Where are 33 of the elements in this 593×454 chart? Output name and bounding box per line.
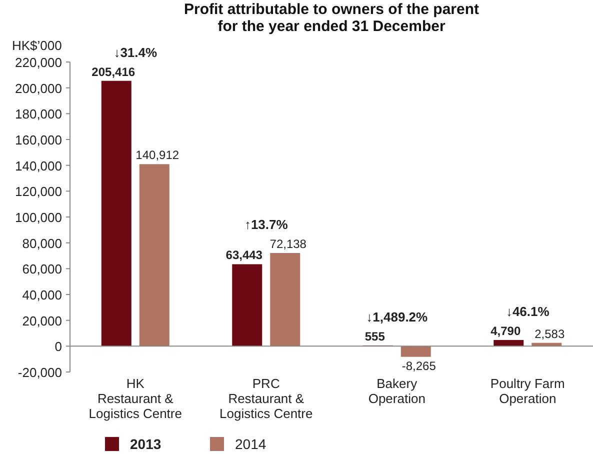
y-tick-label: 60,000 — [22, 262, 62, 277]
x-tick-label: PRC Restaurant & Logistics Centre — [220, 376, 313, 421]
data-label: 205,416 — [92, 64, 136, 79]
y-axis-title: HK$’000 — [12, 38, 62, 53]
y-tick-label: 160,000 — [15, 132, 62, 148]
chart-title: Profit attributable to owners of the parent for the year ended 31 December — [184, 1, 480, 35]
annotation: ↓1,489.2% — [366, 309, 428, 324]
data-label: 4,790 — [490, 324, 521, 338]
data-label: 140,912 — [136, 148, 180, 162]
y-tick-label: -20,000 — [18, 365, 62, 380]
y-tick-label: 200,000 — [15, 80, 62, 96]
data-label: 63,443 — [226, 248, 263, 262]
legend-label: 2013 — [130, 436, 162, 452]
data-label: 72,138 — [270, 236, 307, 251]
annotation: ↓31.4% — [114, 44, 158, 60]
y-tick-label: 100,000 — [15, 210, 62, 225]
y-tick-label: 80,000 — [22, 236, 62, 251]
annotation: ↓46.1% — [506, 304, 550, 319]
y-tick-label: 220,000 — [15, 55, 62, 70]
y-tick-label: 140,000 — [15, 158, 62, 174]
y-tick-label: 180,000 — [15, 106, 62, 122]
y-tick-label: 40,000 — [22, 288, 62, 302]
annotation: ↑13.7% — [244, 216, 288, 232]
y-tick-label: 120,000 — [15, 184, 62, 200]
y-tick-label: 20,000 — [22, 313, 62, 328]
y-tick-label: 0 — [54, 339, 62, 354]
x-tick-label: Bakery Operation — [368, 376, 426, 406]
legend-label: 2014 — [235, 436, 266, 452]
data-label: 2,583 — [534, 326, 565, 341]
data-label: -8,265 — [402, 358, 436, 373]
x-tick-label: Poultry Farm Operation — [490, 376, 565, 406]
data-label: 555 — [364, 329, 386, 344]
x-tick-label: HK Restaurant & Logistics Centre — [88, 376, 182, 421]
